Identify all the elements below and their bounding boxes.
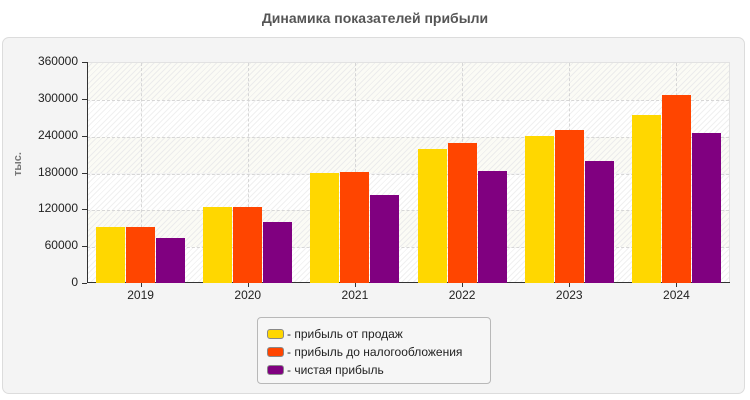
y-tick-label: 0 xyxy=(71,275,78,289)
bar-2024-series-2[interactable] xyxy=(691,132,721,283)
legend-item-pretax-profit: - прибыль до налогообложения xyxy=(258,343,490,361)
h-gridline xyxy=(87,173,729,175)
bar-2024-series-0[interactable] xyxy=(631,115,661,283)
x-tick xyxy=(354,282,356,287)
y-tick-label: 360000 xyxy=(37,54,78,68)
bar-2022-series-0[interactable] xyxy=(417,148,447,283)
y-tick xyxy=(82,172,87,174)
x-tick-label: 2024 xyxy=(663,288,690,302)
legend-label: - прибыль до налогообложения xyxy=(287,345,463,359)
legend: - прибыль от продаж - прибыль до налогоо… xyxy=(257,317,491,384)
legend-item-net-profit: - чистая прибыль xyxy=(258,361,490,379)
legend-label: - прибыль от продаж xyxy=(287,327,403,341)
plot-band xyxy=(87,247,729,283)
plot-area xyxy=(87,62,730,283)
bar-2019-series-1[interactable] xyxy=(126,227,156,283)
y-tick-label: 120000 xyxy=(37,201,78,216)
chart-title: Динамика показателей прибыли xyxy=(261,10,489,26)
x-tick xyxy=(462,282,464,287)
bar-2023-series-0[interactable] xyxy=(524,136,554,283)
y-tick-label: 60000 xyxy=(44,238,78,253)
plot-band xyxy=(87,99,729,137)
y-axis-title: тыс. xyxy=(12,152,24,176)
plot-band xyxy=(87,210,729,248)
h-gridline xyxy=(87,247,729,249)
x-tick xyxy=(140,282,142,287)
x-tick xyxy=(676,282,678,287)
x-tick xyxy=(247,282,249,287)
bar-2023-series-1[interactable] xyxy=(554,129,584,283)
y-tick xyxy=(82,246,87,248)
y-tick xyxy=(82,283,87,284)
bar-2021-series-2[interactable] xyxy=(370,194,400,283)
legend-label: - чистая прибыль xyxy=(287,363,384,377)
h-gridline xyxy=(87,210,729,212)
x-tick-label: 2023 xyxy=(555,288,583,302)
bar-2021-series-0[interactable] xyxy=(310,172,340,283)
y-tick xyxy=(82,209,87,211)
y-tick xyxy=(82,135,87,137)
legend-swatch-orange xyxy=(267,347,284,357)
x-tick-label: 2019 xyxy=(127,288,154,302)
bar-2019-series-0[interactable] xyxy=(96,227,126,283)
x-tick xyxy=(569,282,571,287)
bar-2022-series-2[interactable] xyxy=(477,170,507,283)
y-tick-label: 180000 xyxy=(37,164,78,179)
bar-2023-series-2[interactable] xyxy=(584,160,614,283)
v-gridline xyxy=(140,63,142,283)
y-axis-line xyxy=(87,62,88,283)
bar-2020-series-0[interactable] xyxy=(203,206,233,283)
legend-swatch-yellow xyxy=(267,329,284,339)
v-gridline xyxy=(247,63,249,283)
h-gridline xyxy=(87,99,729,101)
bar-2021-series-1[interactable] xyxy=(340,171,370,283)
bar-2019-series-2[interactable] xyxy=(156,238,186,283)
y-tick-label: 300000 xyxy=(37,90,78,105)
bar-2020-series-1[interactable] xyxy=(233,206,263,283)
h-gridline xyxy=(87,136,729,138)
y-tick xyxy=(82,62,87,63)
x-tick-label: 2022 xyxy=(448,288,476,302)
bar-2022-series-1[interactable] xyxy=(447,143,477,283)
legend-swatch-purple xyxy=(267,365,284,375)
bar-2024-series-1[interactable] xyxy=(661,95,691,283)
bar-2020-series-2[interactable] xyxy=(263,222,293,283)
plot-band xyxy=(87,136,729,174)
x-tick-label: 2021 xyxy=(341,288,369,302)
x-axis-line xyxy=(87,282,730,283)
y-tick-label: 240000 xyxy=(37,127,78,142)
x-tick-label: 2020 xyxy=(234,288,262,302)
legend-item-sales-profit: - прибыль от продаж xyxy=(258,325,490,343)
plot-band xyxy=(87,173,729,211)
y-tick xyxy=(82,98,87,100)
plot-band xyxy=(87,63,729,100)
